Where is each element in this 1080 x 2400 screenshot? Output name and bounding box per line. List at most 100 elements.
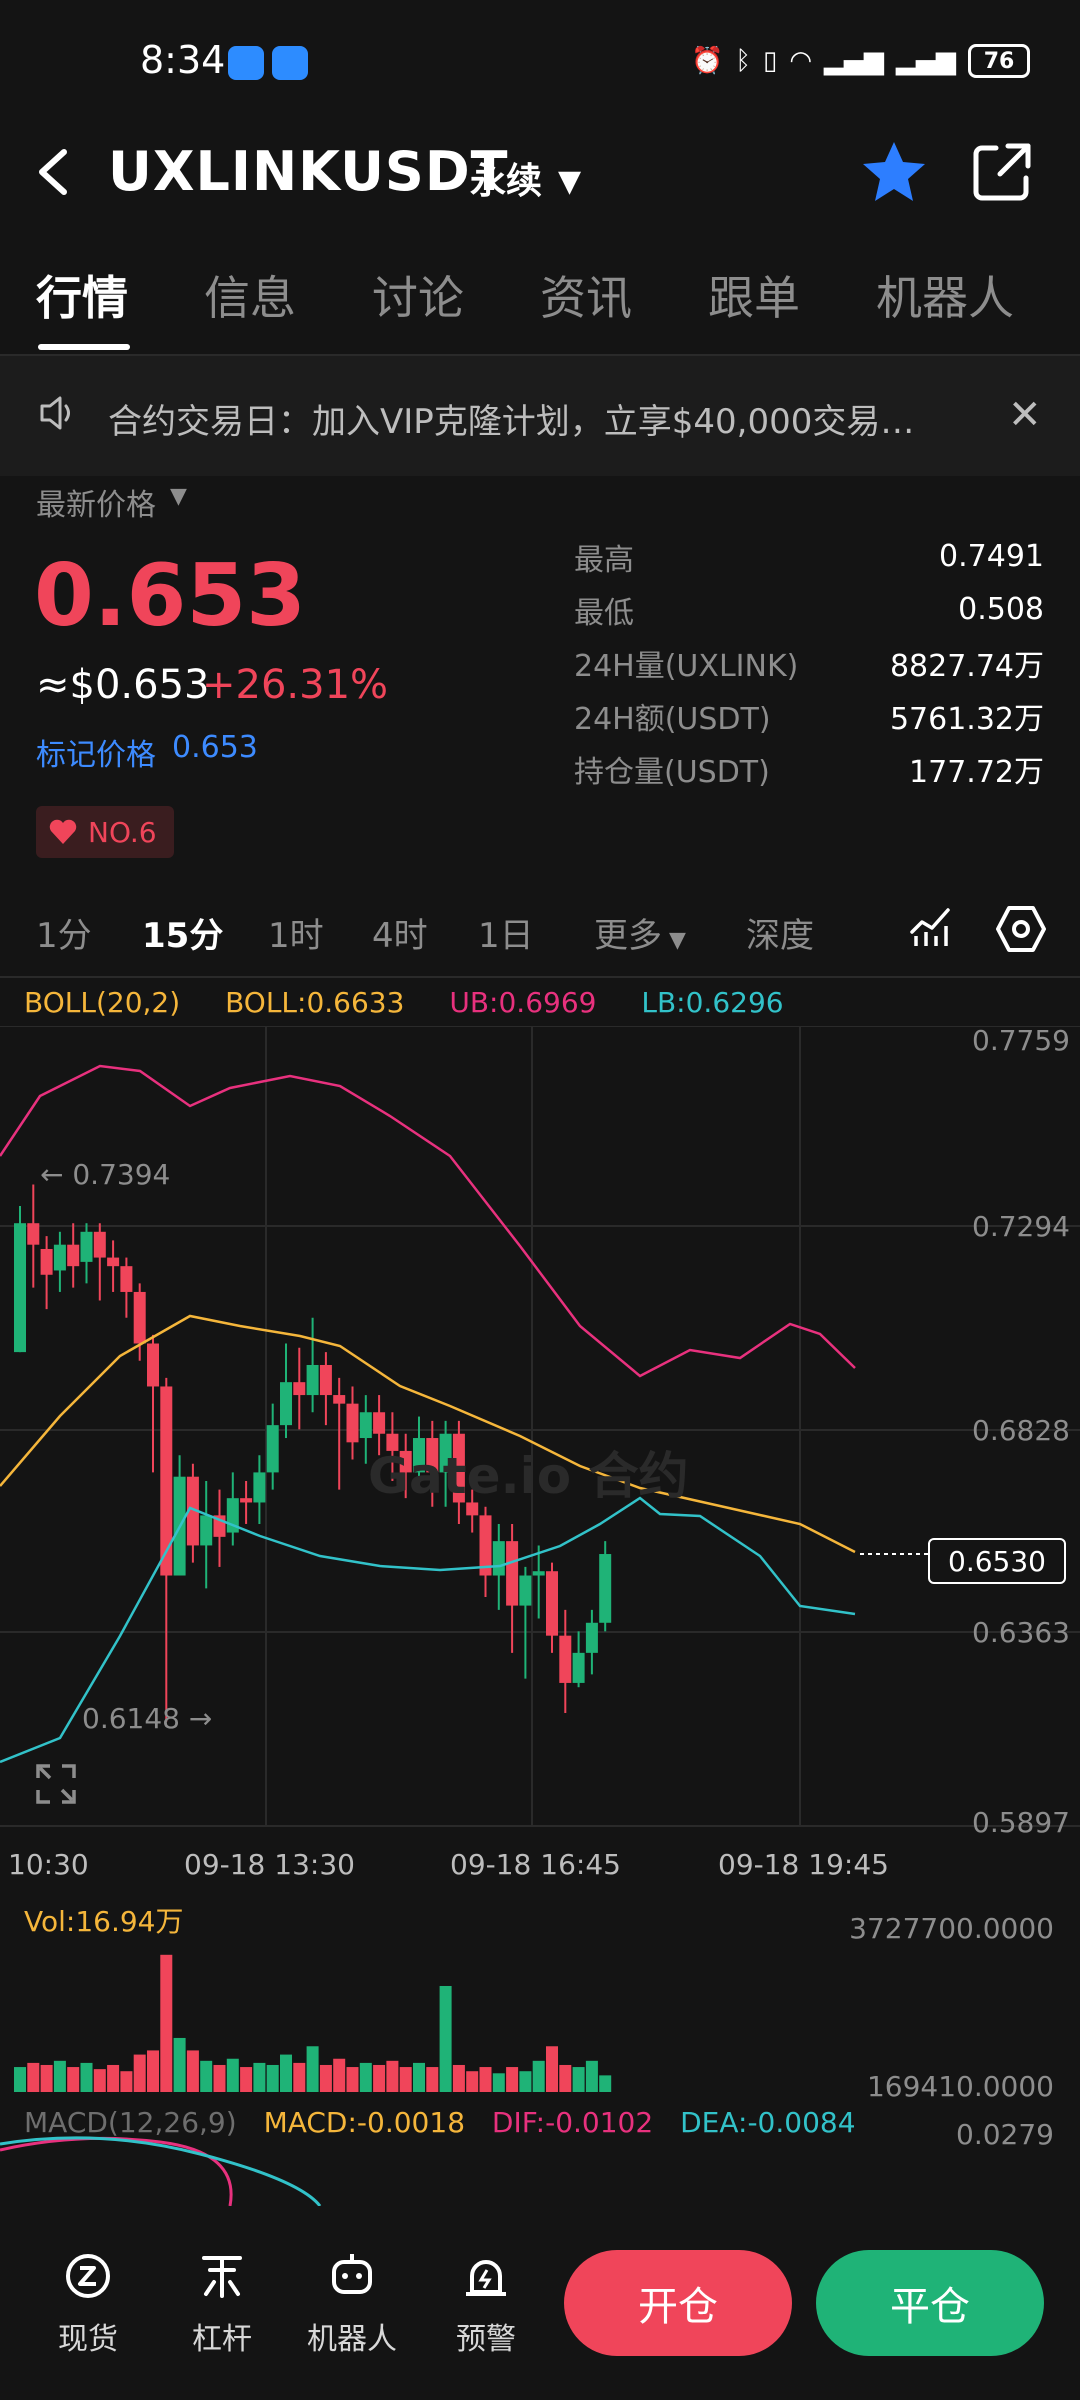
candle-body bbox=[413, 1438, 425, 1473]
volume-chart[interactable] bbox=[0, 1926, 1080, 2092]
last-price: 0.653 bbox=[34, 546, 307, 646]
stat-value: 0.7491 bbox=[939, 539, 1044, 574]
dif-value: DIF:-0.0102 bbox=[491, 2106, 654, 2139]
candle-body bbox=[280, 1382, 292, 1426]
candle-body bbox=[599, 1554, 612, 1623]
candle-body bbox=[147, 1343, 159, 1387]
share-icon[interactable] bbox=[970, 140, 1034, 204]
boll-lower-line bbox=[0, 1496, 856, 1764]
interval-4h[interactable]: 4时 bbox=[372, 916, 428, 956]
boll-upper-value: UB:0.6969 bbox=[449, 986, 597, 1019]
back-arrow-icon[interactable] bbox=[28, 138, 78, 206]
cloud-app-icon bbox=[272, 46, 308, 80]
time-axis-label: 09-18 13:30 bbox=[184, 1848, 355, 1881]
volume-bar bbox=[213, 2064, 226, 2092]
volume-bar bbox=[80, 2062, 93, 2092]
notice-text[interactable]: 合约交易日：加入VIP克隆计划，立享$40,000交易… bbox=[108, 402, 915, 442]
interval-1h[interactable]: 1时 bbox=[268, 916, 324, 956]
volume-axis-min: 169410.0000 bbox=[866, 2070, 1054, 2103]
mark-price-label[interactable]: 标记价格 bbox=[36, 738, 156, 773]
stat-row-turnover: 24H额(USDT) 5761.32万 bbox=[574, 689, 1044, 742]
volume-label: Vol:16.94万 bbox=[24, 1905, 184, 1938]
candle-body bbox=[253, 1472, 266, 1503]
heart-icon bbox=[49, 819, 77, 844]
spot-icon bbox=[66, 2254, 110, 2298]
volume-bar bbox=[585, 2060, 598, 2092]
macd-name: MACD(12,26,9) bbox=[24, 2106, 237, 2139]
tab-market[interactable]: 行情 bbox=[36, 271, 128, 325]
candle-body bbox=[80, 1231, 93, 1262]
stat-value: 177.72万 bbox=[909, 754, 1044, 790]
notice-banner[interactable] bbox=[0, 356, 1080, 476]
boll-lower-value: LB:0.6296 bbox=[641, 986, 784, 1019]
stat-row-low: 最低 0.508 bbox=[574, 583, 1044, 636]
contract-type[interactable]: 永续 bbox=[470, 161, 543, 202]
candle-body bbox=[93, 1231, 106, 1258]
low-marker: 0.6148 → bbox=[82, 1702, 213, 1735]
time-axis-label: 09-18 16:45 bbox=[450, 1848, 621, 1881]
volume-bar bbox=[93, 2069, 106, 2092]
open-position-button[interactable]: 开仓 bbox=[564, 2250, 792, 2356]
price-axis-label: 0.7294 bbox=[972, 1210, 1070, 1243]
battery-icon: 76 bbox=[968, 44, 1030, 78]
volume-bar bbox=[359, 2062, 372, 2092]
boll-name: BOLL(20,2) bbox=[24, 986, 181, 1019]
volume-bar bbox=[373, 2064, 386, 2092]
volume-bar bbox=[40, 2064, 53, 2092]
stat-label: 持仓量(USDT) bbox=[574, 754, 770, 790]
candle-body bbox=[346, 1403, 359, 1443]
stat-row-open-interest: 持仓量(USDT) 177.72万 bbox=[574, 742, 1044, 795]
volume-bar bbox=[559, 2064, 572, 2092]
nav-robot[interactable]: 机器人 bbox=[302, 2250, 402, 2358]
candle-body bbox=[359, 1412, 372, 1439]
tab-news[interactable]: 资讯 bbox=[540, 271, 632, 325]
interval-15m[interactable]: 15分 bbox=[142, 916, 224, 956]
candlestick-chart[interactable] bbox=[0, 1026, 1080, 1846]
candle-body bbox=[572, 1652, 585, 1683]
favorite-star-icon[interactable] bbox=[860, 138, 928, 206]
candle-body bbox=[585, 1622, 598, 1653]
indicator-icon[interactable] bbox=[908, 904, 954, 950]
weather-app-icon bbox=[228, 46, 264, 80]
tab-info[interactable]: 信息 bbox=[204, 271, 296, 325]
settings-icon[interactable] bbox=[996, 904, 1046, 954]
nav-alert[interactable]: 预警 bbox=[436, 2250, 536, 2358]
rank-badge[interactable]: NO.6 bbox=[36, 806, 174, 858]
interval-depth[interactable]: 深度 bbox=[746, 916, 814, 956]
stat-value: 0.508 bbox=[958, 592, 1044, 627]
candle-body bbox=[466, 1502, 479, 1516]
volume-bar bbox=[319, 2064, 332, 2092]
time-axis-label: 10:30 bbox=[8, 1848, 89, 1881]
boll-legend: BOLL(20,2) BOLL:0.6633 UB:0.6969 LB:0.62… bbox=[24, 986, 820, 1019]
nav-label: 杠杆 bbox=[192, 2322, 252, 2357]
candle-body bbox=[200, 1515, 213, 1546]
volume-bar bbox=[386, 2060, 399, 2092]
stats-table: 最高 0.7491 最低 0.508 24H量(UXLINK) 8827.74万… bbox=[574, 530, 1044, 795]
tab-copy-trading[interactable]: 跟单 bbox=[708, 271, 800, 325]
latest-price-label[interactable]: 最新价格 bbox=[36, 488, 156, 523]
caret-down-icon[interactable]: ▼ bbox=[170, 484, 187, 509]
high-marker: ← 0.7394 bbox=[40, 1158, 171, 1191]
volume-axis-max: 3727700.0000 bbox=[849, 1912, 1054, 1945]
volume-bar bbox=[200, 2060, 213, 2092]
tab-discussion[interactable]: 讨论 bbox=[372, 271, 464, 325]
candle-body bbox=[120, 1266, 133, 1292]
candle-body bbox=[14, 1223, 26, 1353]
dea-value: DEA:-0.0084 bbox=[680, 2106, 856, 2139]
close-icon[interactable]: ✕ bbox=[1008, 392, 1042, 438]
interval-1d[interactable]: 1日 bbox=[478, 916, 534, 956]
candle-body bbox=[107, 1257, 120, 1267]
fullscreen-icon[interactable] bbox=[34, 1762, 78, 1806]
caret-down-icon[interactable]: ▼ bbox=[558, 164, 582, 199]
symbol-title[interactable]: UXLINKUSDT bbox=[108, 140, 509, 203]
nav-leverage[interactable]: 杠杆 bbox=[172, 2250, 272, 2358]
tab-bots[interactable]: 机器人 bbox=[876, 271, 1014, 325]
stat-label: 最高 bbox=[574, 542, 634, 578]
interval-more[interactable]: 更多 ▼ bbox=[594, 908, 686, 957]
volume-bar bbox=[572, 2067, 585, 2092]
macd-axis-label: 0.0279 bbox=[956, 2118, 1054, 2151]
nav-spot[interactable]: 现货 bbox=[38, 2250, 138, 2358]
close-position-button[interactable]: 平仓 bbox=[816, 2250, 1044, 2356]
interval-1m[interactable]: 1分 bbox=[36, 916, 92, 956]
candle-body bbox=[506, 1541, 519, 1606]
